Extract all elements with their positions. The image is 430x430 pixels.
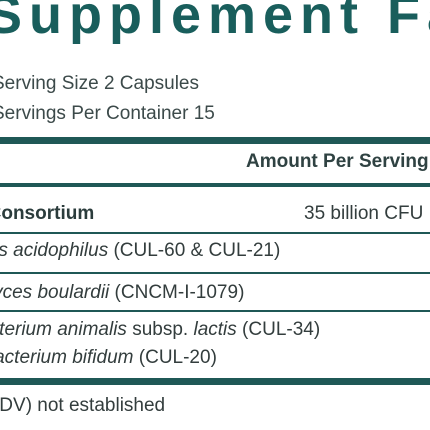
strain-4-code: (CUL-20) <box>138 347 217 368</box>
strain-row-4: Bifidobacterium bifidum (CUL-20) <box>0 348 217 367</box>
strain-3-species: Bifidobacterium animalis <box>0 319 127 340</box>
daily-value-footnote: Daily Value (DV) not established <box>0 395 166 416</box>
strain-2-code: (CNCM-I-1079) <box>114 282 245 303</box>
strain-2-species: Saccharomyces boulardii <box>0 282 110 303</box>
header-divider <box>0 183 430 187</box>
row-divider-3 <box>0 310 430 312</box>
row-divider-1 <box>0 232 430 234</box>
consortium-amount: 35 billion CFU <box>304 203 424 224</box>
consortium-name: Probiotic Consortium <box>0 203 95 224</box>
amount-per-serving-header: Amount Per Serving <box>246 151 429 172</box>
strain-row-1: Lactobacillus acidophilus (CUL-60 & CUL-… <box>0 241 280 260</box>
strain-3-subsp-name: lactis <box>193 319 237 340</box>
panel-title: Supplement Facts <box>0 0 430 45</box>
row-divider-2 <box>0 272 430 274</box>
strain-row-2: Saccharomyces boulardii (CNCM-I-1079) <box>0 283 244 302</box>
strain-4-species: Bifidobacterium bifidum <box>0 347 134 368</box>
servings-per-container: Servings Per Container 15 <box>0 103 215 124</box>
strain-3-code: (CUL-34) <box>242 319 321 340</box>
strain-1-code: (CUL-60 & CUL-21) <box>113 240 281 261</box>
serving-size: Serving Size 2 Capsules <box>0 73 199 94</box>
strain-1-species: Lactobacillus acidophilus <box>0 240 109 261</box>
strain-row-3: Bifidobacterium animalis subsp. lactis (… <box>0 320 320 339</box>
thick-divider-bottom <box>0 378 430 385</box>
strain-3-subsp: subsp. <box>132 319 189 340</box>
thick-divider-top <box>0 137 430 144</box>
